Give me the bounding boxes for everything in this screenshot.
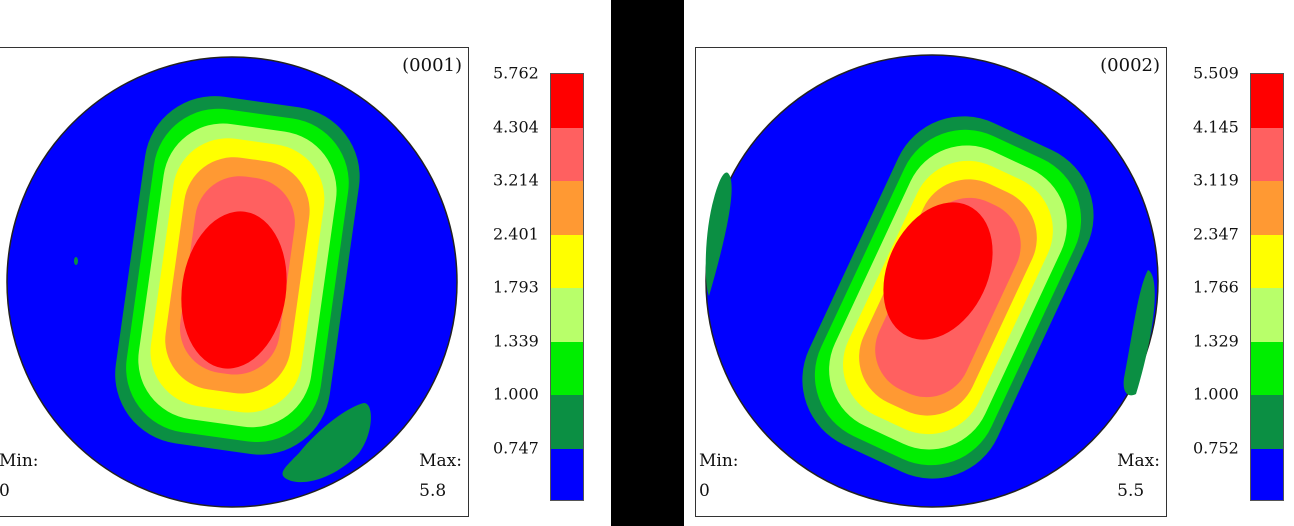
min-label: Min: (699, 451, 739, 471)
colorbar-tick-label: 5.509 (1193, 63, 1239, 83)
contour-level-7 (883, 202, 993, 340)
colorbar-segment (551, 395, 583, 450)
colorbar-segment (1251, 395, 1283, 450)
colorbar-tick-label: 5.762 (493, 63, 539, 83)
plane-label: (0002) (1100, 55, 1160, 76)
colorbar-tick-label: 0.752 (1193, 438, 1239, 457)
colorbar-tick-label: 1.339 (493, 331, 539, 350)
colorbar-2 (1250, 73, 1284, 501)
pole-figure-panel-1: (0001) Min: 0 Max: 5.8 (0, 47, 469, 517)
colorbar-segment (1251, 341, 1283, 396)
colorbar-segment (1251, 74, 1283, 129)
contour-level-1 (1123, 270, 1155, 396)
colorbar-segment (551, 127, 583, 182)
colorbar-segment (551, 234, 583, 289)
contour-level-1 (705, 172, 732, 296)
panel-divider (611, 0, 684, 526)
min-label: Min: (0, 451, 39, 471)
max-annotation: Max: 5.8 (419, 446, 462, 506)
colorbar-segment (551, 448, 583, 500)
contour-level-7 (181, 211, 287, 369)
colorbar-tick-label: 1.793 (493, 277, 539, 297)
min-annotation: Min: 0 (0, 446, 39, 506)
max-value: 5.8 (419, 481, 447, 501)
min-value: 0 (699, 481, 710, 501)
contour-level-1 (282, 403, 371, 483)
colorbar-tick-label: 4.304 (493, 117, 539, 136)
colorbar-segment (551, 74, 583, 129)
colorbar-tick-label: 0.747 (493, 438, 539, 457)
max-value: 5.5 (1117, 481, 1145, 501)
colorbar-segment (1251, 448, 1283, 500)
colorbar-tick-label: 4.145 (1193, 117, 1239, 136)
colorbar-tick-label: 3.119 (1193, 170, 1239, 190)
colorbar-segment (551, 341, 583, 396)
max-label: Max: (1117, 451, 1160, 471)
colorbar-segment (1251, 127, 1283, 182)
pole-figure-panel-2: (0002) Min: 0 Max: 5.5 (695, 47, 1167, 517)
colorbar-segment (1251, 234, 1283, 289)
colorbar-tick-label: 1.000 (1193, 384, 1239, 404)
max-label: Max: (419, 451, 462, 471)
colorbar-tick-label: 2.347 (1193, 224, 1239, 243)
colorbar-segment (551, 288, 583, 343)
colorbar-tick-label: 1.329 (1193, 331, 1239, 350)
colorbar-tick-label: 1.766 (1193, 277, 1239, 297)
max-annotation: Max: 5.5 (1117, 446, 1160, 506)
colorbar-tick-label: 2.401 (493, 224, 539, 243)
colorbar-tick-label: 3.214 (493, 170, 539, 190)
colorbar-segment (551, 181, 583, 236)
pole-figure-plot-2 (705, 54, 1159, 508)
pole-figure-plot-1 (6, 56, 458, 508)
contour-level-1 (74, 257, 78, 265)
colorbar-tick-label: 1.000 (493, 384, 539, 404)
plane-label: (0001) (402, 55, 462, 76)
colorbar-segment (1251, 181, 1283, 236)
colorbar-1 (550, 73, 584, 501)
min-value: 0 (0, 481, 10, 501)
colorbar-segment (1251, 288, 1283, 343)
min-annotation: Min: 0 (699, 446, 739, 506)
